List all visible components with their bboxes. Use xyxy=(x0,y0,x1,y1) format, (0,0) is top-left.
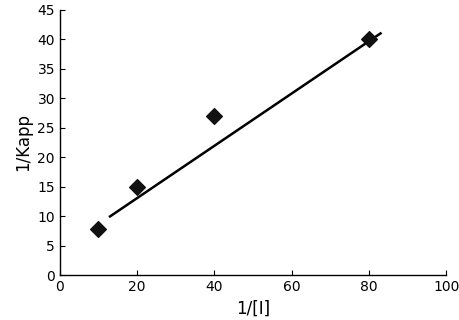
X-axis label: 1/[I]: 1/[I] xyxy=(235,300,269,318)
Point xyxy=(210,113,218,118)
Point xyxy=(95,227,102,232)
Point xyxy=(364,36,372,42)
Point xyxy=(133,184,140,189)
Y-axis label: 1/Kapp: 1/Kapp xyxy=(14,113,32,172)
